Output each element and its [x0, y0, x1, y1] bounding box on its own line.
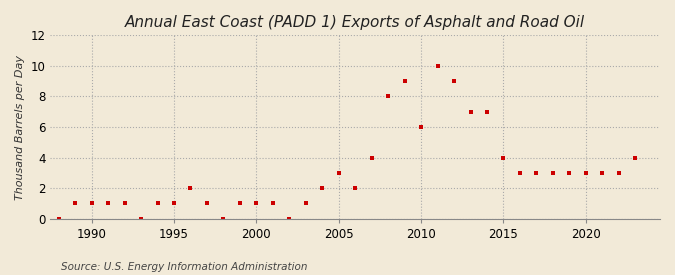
Text: Source: U.S. Energy Information Administration: Source: U.S. Energy Information Administ…	[61, 262, 307, 272]
Y-axis label: Thousand Barrels per Day: Thousand Barrels per Day	[15, 54, 25, 200]
Title: Annual East Coast (PADD 1) Exports of Asphalt and Road Oil: Annual East Coast (PADD 1) Exports of As…	[125, 15, 585, 30]
